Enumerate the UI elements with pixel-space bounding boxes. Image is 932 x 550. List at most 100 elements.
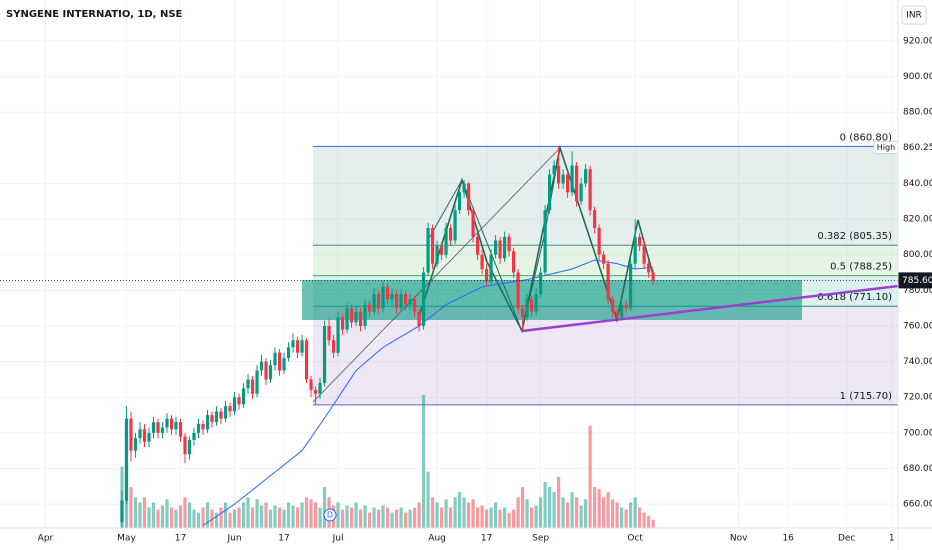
candle-body <box>611 299 615 312</box>
fib-zone <box>313 245 898 276</box>
volume-bar <box>367 512 372 528</box>
candle-body <box>376 293 381 309</box>
candle-body <box>593 210 597 229</box>
volume-bar <box>394 509 399 528</box>
volume-bar <box>277 507 282 528</box>
axes: 920.00 900.00 880.00 840.00 820.00 800.00 780.… <box>38 36 932 543</box>
volume-bar <box>421 395 426 528</box>
volume-bar <box>566 502 570 528</box>
volume-bar <box>133 497 138 528</box>
volume-bar <box>502 507 507 528</box>
x-tick-label: Jul <box>332 534 344 544</box>
candle-body <box>507 236 511 252</box>
volume-bar <box>313 502 318 528</box>
volume-bar <box>417 502 421 528</box>
fib-zone <box>313 306 898 405</box>
volume-bar <box>507 512 511 528</box>
volume-bar <box>548 487 552 528</box>
candle-body <box>421 272 426 326</box>
candle-body <box>642 245 646 264</box>
volume-bar <box>340 509 345 528</box>
volume-bar <box>525 499 529 528</box>
volume-bar <box>349 507 354 528</box>
candles <box>120 146 655 528</box>
candle-body <box>381 286 385 309</box>
candle-body <box>647 263 651 273</box>
volume-bar <box>354 502 358 528</box>
volume-bar <box>557 476 561 528</box>
candle-body <box>462 183 466 193</box>
high-tag: High <box>877 143 895 152</box>
volume-bar <box>651 519 655 528</box>
volume-bar <box>268 509 273 528</box>
candle-body <box>354 311 358 323</box>
volume-bar <box>439 507 444 528</box>
volume-bar <box>403 512 408 528</box>
volume-bar <box>363 505 367 528</box>
candle-body <box>475 236 480 255</box>
candle-body <box>363 304 367 326</box>
candle-body <box>232 397 237 412</box>
candle-body <box>138 429 142 439</box>
volume-bar <box>471 499 475 528</box>
chart-title: SYNGENE INTERNATIO, 1D, NSE <box>6 9 183 20</box>
candle-body <box>259 361 264 371</box>
y-tick-label: 760.00 <box>903 321 932 331</box>
volume-bar <box>376 509 381 528</box>
volume-bar <box>201 507 205 528</box>
candle-body <box>566 174 570 193</box>
candle-body <box>304 340 309 380</box>
candle-body <box>124 418 129 501</box>
volume-bar <box>210 509 214 528</box>
candle-body <box>502 236 507 259</box>
fib-label: 0.5 (788.25) <box>830 262 892 273</box>
x-tick-label: Nov <box>730 534 748 544</box>
volume-bar <box>358 509 363 528</box>
candle-body <box>192 432 196 440</box>
candle-body <box>268 365 273 380</box>
candle-body <box>511 251 516 273</box>
candle-body <box>516 272 520 309</box>
volume-bar <box>498 509 502 528</box>
volume-bar <box>345 505 349 528</box>
moving-average <box>202 259 654 526</box>
x-tick-label: Oct <box>627 534 643 544</box>
x-tick-label: Aug <box>428 534 446 544</box>
volume-bar <box>385 507 390 528</box>
candle-body <box>579 183 583 202</box>
candle-body <box>273 352 277 366</box>
volume-bar <box>642 512 646 528</box>
volume-bar <box>309 499 313 528</box>
candle-body <box>444 228 448 255</box>
candle-body <box>426 228 430 273</box>
volume-bar <box>223 502 228 528</box>
candle-body <box>453 210 457 241</box>
candle-body <box>160 427 165 433</box>
x-tick-label: 17 <box>278 534 289 544</box>
candle-body <box>385 286 390 300</box>
volume-bar <box>282 509 286 528</box>
candle-body <box>349 308 354 323</box>
candle-body <box>147 432 151 442</box>
volume-bar <box>493 502 498 528</box>
volume-bar <box>584 499 588 528</box>
candle-body <box>322 325 327 383</box>
candle-body <box>201 423 205 430</box>
candle-body <box>223 406 228 419</box>
x-tick-label: 16 <box>782 534 794 544</box>
fib-trend-line <box>312 147 561 403</box>
y-tick-label: 900.00 <box>903 72 932 82</box>
fib-retracement: 0 (860.80) 0.382 (805.35) 0.5 (788.25) 0.61… <box>313 132 898 406</box>
candle-body <box>129 418 133 451</box>
volume-bar <box>552 492 556 528</box>
candle-body <box>543 210 547 273</box>
volume-bar <box>241 502 246 528</box>
volume-bar <box>462 497 466 528</box>
currency[interactable]: INR <box>906 11 922 21</box>
candle-body <box>403 293 408 305</box>
currency-box[interactable] <box>901 5 927 25</box>
volume-bar <box>286 502 291 528</box>
volume-bar <box>336 502 340 528</box>
volume-bar <box>160 505 165 528</box>
volume-bar <box>372 507 376 528</box>
